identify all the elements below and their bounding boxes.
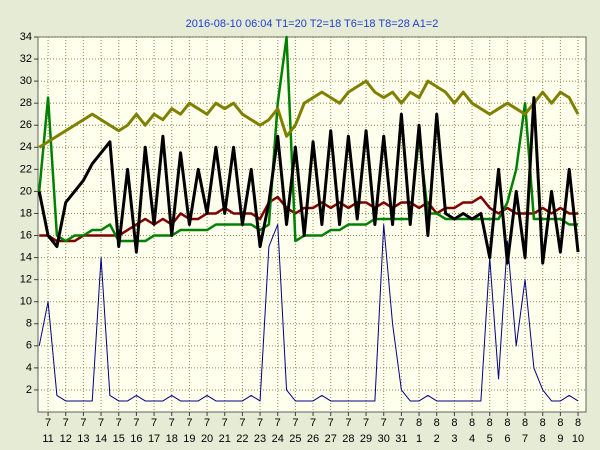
y-tick-label: 20 [20, 185, 32, 197]
y-tick-label: 34 [20, 31, 32, 43]
x-tick-month: 7 [239, 417, 245, 429]
series-line [39, 195, 579, 243]
x-tick-month: 7 [328, 417, 334, 429]
x-tick-day: 15 [113, 433, 125, 445]
x-tick-month: 7 [98, 417, 104, 429]
y-tick-label: 2 [26, 384, 32, 396]
x-tick-day: 16 [130, 433, 142, 445]
series-line [37, 35, 579, 243]
x-tick-day: 31 [395, 433, 407, 445]
x-tick-month: 7 [275, 417, 281, 429]
x-tick-month: 8 [557, 417, 563, 429]
x-tick-day: 2 [434, 433, 440, 445]
x-tick-month: 8 [522, 417, 528, 429]
x-tick-day: 28 [342, 433, 354, 445]
x-tick-day: 13 [77, 433, 89, 445]
y-tick-label: 16 [20, 229, 32, 241]
x-tick-day: 29 [360, 433, 372, 445]
x-tick-day: 17 [148, 433, 160, 445]
x-tick-day: 5 [487, 433, 493, 445]
series-line [38, 224, 579, 402]
x-tick-day: 9 [557, 433, 563, 445]
chart-title: 2016-08-10 06:04 T1=20 T2=18 T6=18 T8=28… [186, 18, 439, 30]
x-tick-month: 7 [80, 417, 86, 429]
x-tick-month: 7 [169, 417, 175, 429]
x-tick-month: 7 [45, 417, 51, 429]
x-tick-month: 7 [363, 417, 369, 429]
x-tick-day: 22 [236, 433, 248, 445]
y-tick-label: 4 [26, 362, 32, 374]
x-tick-day: 1 [416, 433, 422, 445]
x-tick-day: 24 [272, 433, 284, 445]
x-tick-month: 8 [451, 417, 457, 429]
x-tick-day: 19 [183, 433, 195, 445]
x-tick-month: 8 [469, 417, 475, 429]
x-tick-day: 18 [166, 433, 178, 445]
y-tick-label: 12 [20, 274, 32, 286]
x-tick-day: 23 [254, 433, 266, 445]
x-tick-month: 7 [310, 417, 316, 429]
x-tick-month: 8 [416, 417, 422, 429]
series-line [38, 79, 580, 149]
x-tick-month: 7 [116, 417, 122, 429]
x-tick-day: 14 [95, 433, 107, 445]
x-tick-month: 7 [381, 417, 387, 429]
y-tick-label: 24 [20, 141, 32, 153]
x-tick-month: 7 [345, 417, 351, 429]
x-tick-day: 4 [469, 433, 475, 445]
x-tick-day: 8 [540, 433, 546, 445]
x-tick-month: 8 [504, 417, 510, 429]
x-tick-month: 7 [398, 417, 404, 429]
x-tick-month: 7 [222, 417, 228, 429]
x-tick-month: 7 [63, 417, 69, 429]
y-tick-label: 30 [20, 75, 32, 87]
y-tick-label: 18 [20, 207, 32, 219]
x-tick-month: 7 [133, 417, 139, 429]
x-tick-month: 8 [540, 417, 546, 429]
x-tick-day: 21 [219, 433, 231, 445]
x-tick-month: 7 [292, 417, 298, 429]
x-tick-month: 8 [575, 417, 581, 429]
x-tick-day: 6 [504, 433, 510, 445]
x-tick-day: 10 [572, 433, 584, 445]
x-tick-day: 12 [60, 433, 72, 445]
y-tick-label: 28 [20, 97, 32, 109]
x-tick-month: 8 [434, 417, 440, 429]
x-tick-month: 8 [487, 417, 493, 429]
y-tick-label: 10 [20, 296, 32, 308]
x-tick-month: 7 [204, 417, 210, 429]
x-tick-day: 20 [201, 433, 213, 445]
x-tick-day: 25 [289, 433, 301, 445]
y-tick-label: 8 [26, 318, 32, 330]
y-tick-label: 22 [20, 163, 32, 175]
y-tick-label: 32 [20, 53, 32, 65]
x-tick-day: 3 [451, 433, 457, 445]
x-tick-month: 7 [151, 417, 157, 429]
x-tick-day: 7 [522, 433, 528, 445]
y-tick-label: 14 [20, 251, 32, 263]
y-tick-label: 26 [20, 119, 32, 131]
x-tick-day: 11 [42, 433, 53, 445]
x-tick-month: 7 [257, 417, 263, 429]
series-line [37, 96, 580, 265]
x-tick-day: 26 [307, 433, 319, 445]
y-tick-label: 6 [26, 340, 32, 352]
x-tick-day: 30 [378, 433, 390, 445]
x-tick-month: 7 [186, 417, 192, 429]
x-tick-day: 27 [325, 433, 337, 445]
